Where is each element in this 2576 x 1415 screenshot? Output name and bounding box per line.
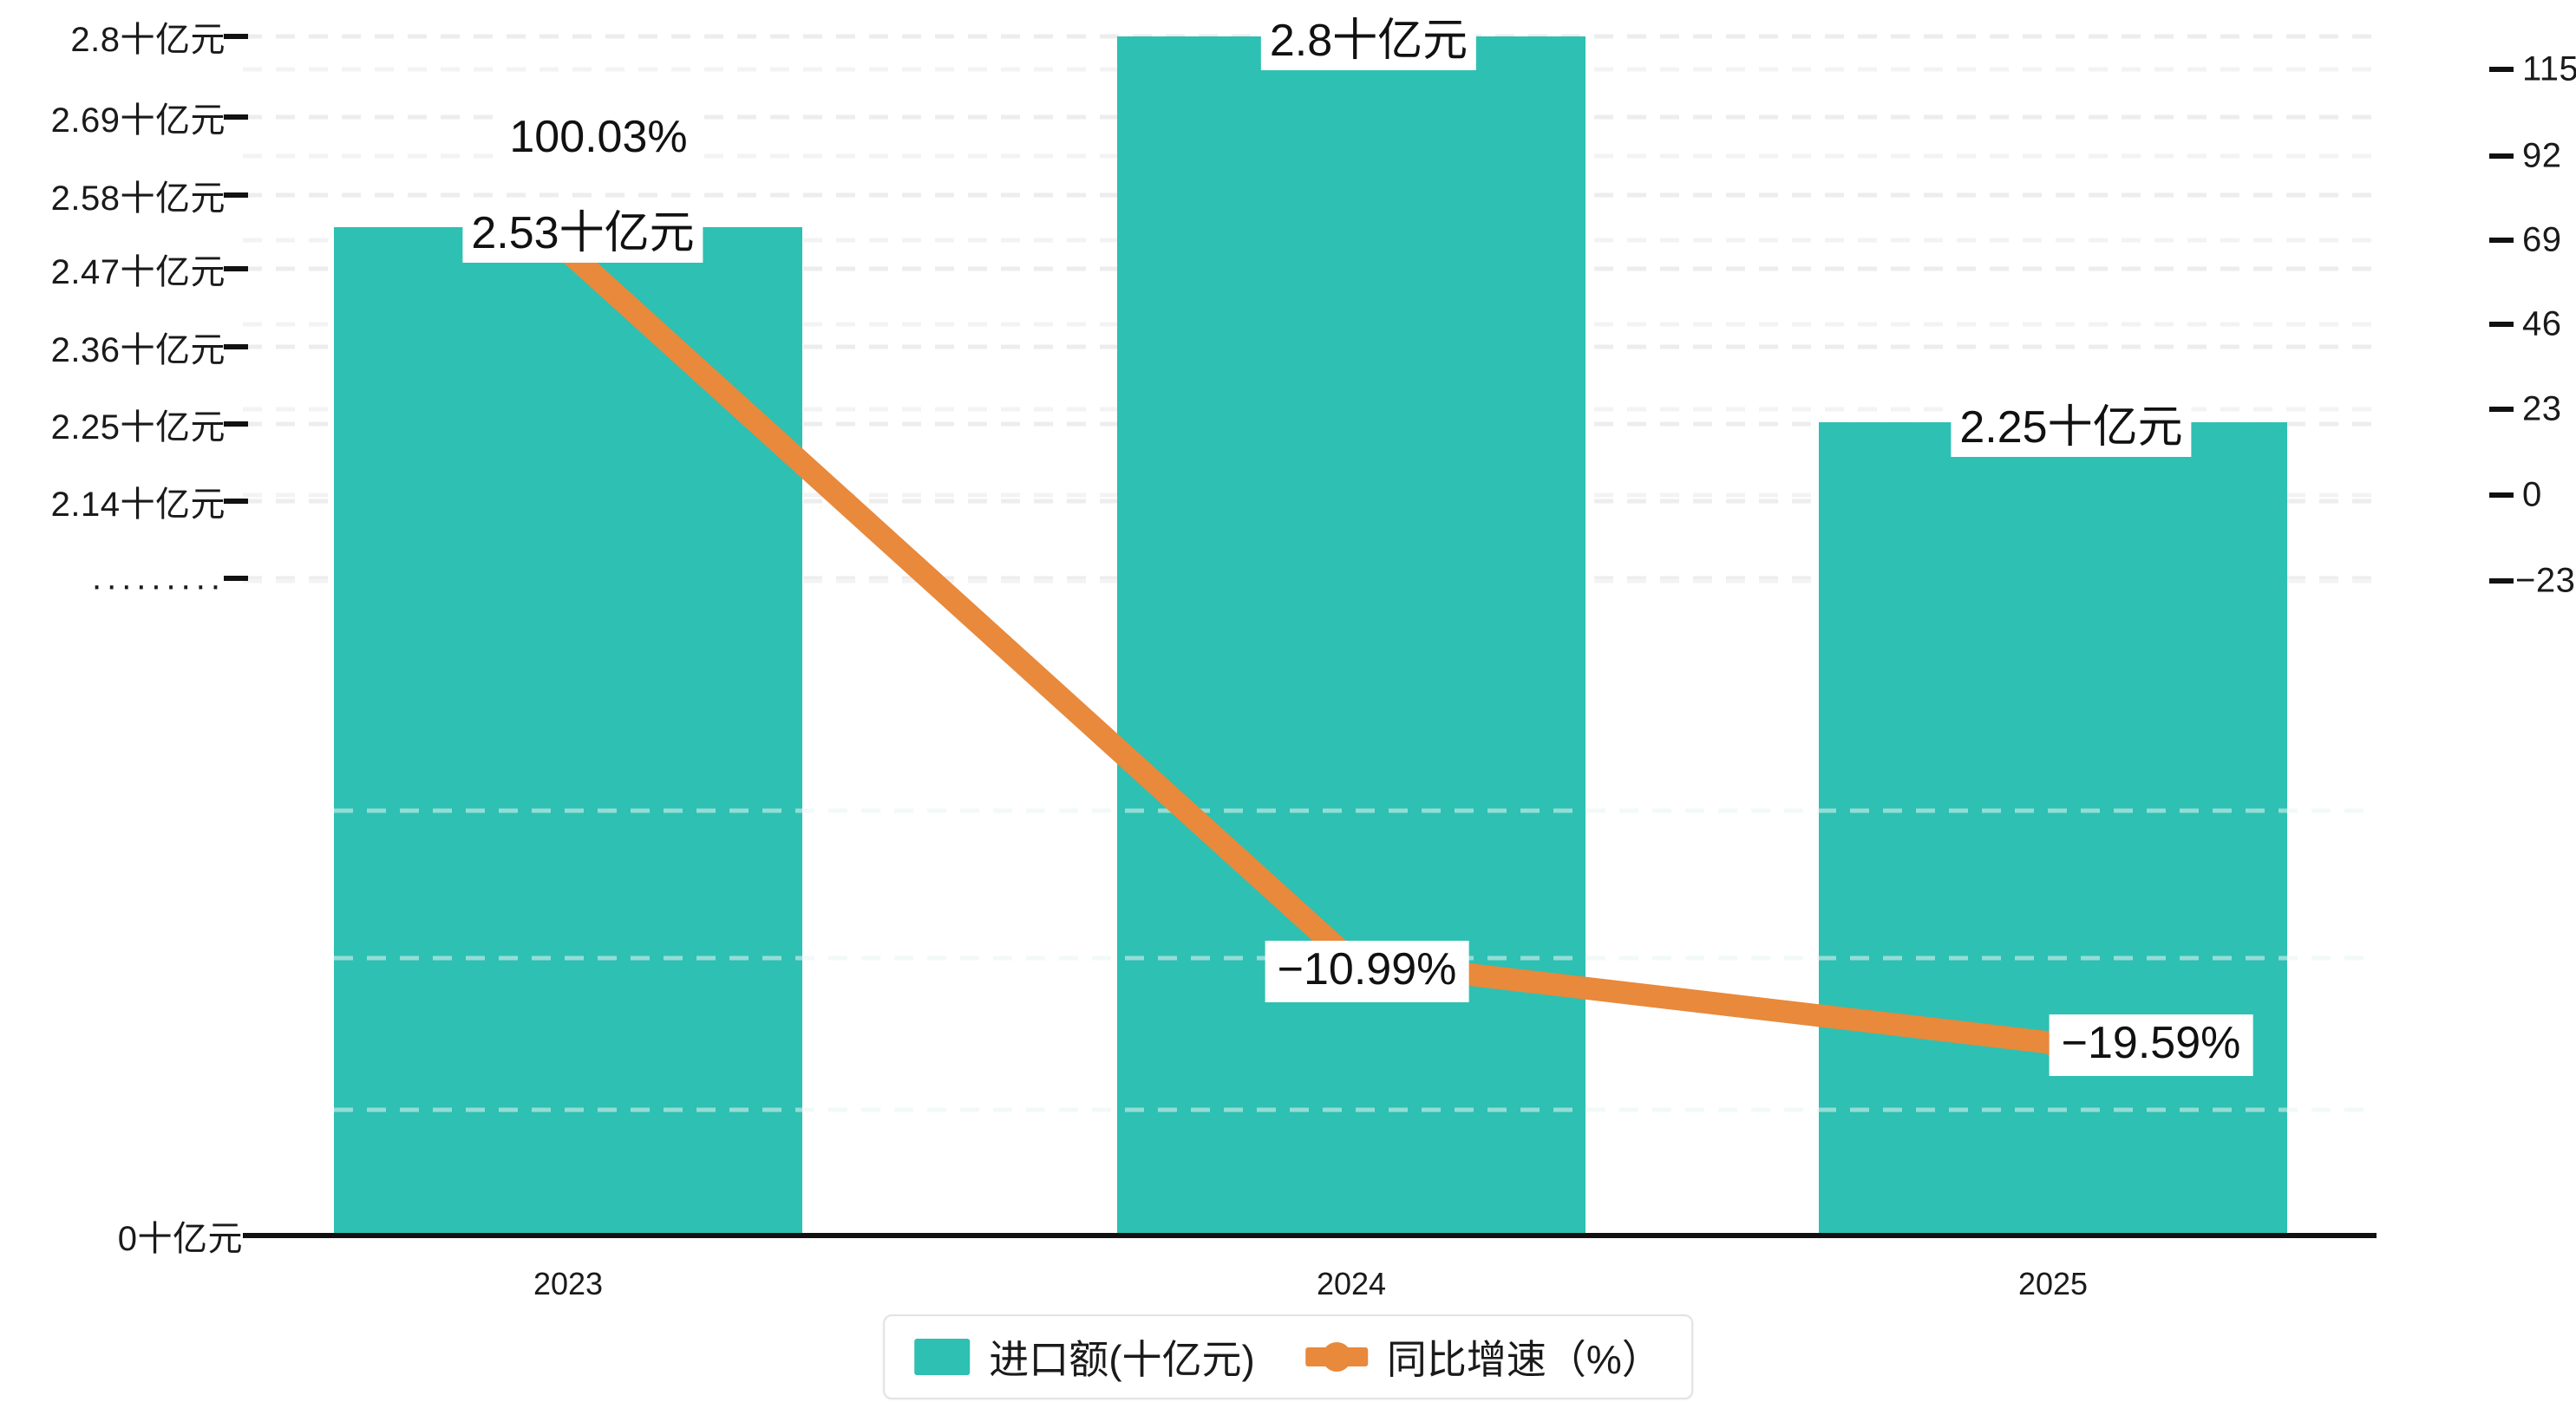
legend-item-import-value[interactable]: 进口额(十亿元): [914, 1328, 1255, 1386]
bar-value-label-2025: 2.25十亿元: [1951, 402, 2192, 457]
y-axis-left-tick-1: 2.69十亿元: [50, 101, 226, 140]
bar-2023: [334, 227, 802, 1236]
legend-label-growth-rate: 同比增速（%）: [1386, 1337, 1662, 1382]
y-axis-left-tick-7: .........: [91, 558, 226, 597]
legend-label-import-value: 进口额(十亿元): [989, 1337, 1255, 1382]
y-axis-right-tick-3: 46: [2522, 304, 2562, 343]
y-axis-right-tick-0: 115: [2522, 49, 2576, 88]
y-axis-left-tick-4: 2.36十亿元: [50, 331, 226, 369]
legend-bar-swatch-icon: [914, 1339, 971, 1375]
y-axis-right-tick-5: 0: [2522, 475, 2542, 514]
chart-legend[interactable]: 进口额(十亿元) 同比增速（%）: [883, 1314, 1693, 1399]
y-axis-left-tick-3: 2.47十亿元: [50, 253, 226, 291]
bar-series: [334, 36, 2287, 1236]
y-axis-left-tick-8: 0十亿元: [117, 1220, 243, 1258]
line-value-label-2025: −19.59%: [2049, 1014, 2253, 1076]
bar-value-label-2024: 2.8十亿元: [1260, 16, 1477, 70]
x-axis-tick-2025: 2025: [2017, 1266, 2089, 1301]
y-axis-right-tick-4: 23: [2522, 389, 2562, 428]
bar-2024: [1117, 36, 1585, 1236]
legend-line-swatch-icon: [1304, 1342, 1368, 1372]
line-value-label-2023: 100.03%: [497, 108, 700, 170]
legend-item-growth-rate[interactable]: 同比增速（%）: [1304, 1328, 1662, 1386]
y-axis-right-tick-6: −23: [2515, 561, 2576, 600]
y-axis-left-tick-2: 2.58十亿元: [50, 179, 226, 218]
left-tick-marks: [224, 34, 248, 581]
gridlines-over-bars: [334, 808, 2377, 1112]
right-tick-marks: [2489, 67, 2514, 584]
y-axis-left-tick-5: 2.25十亿元: [50, 408, 226, 447]
y-axis-left-tick-6: 2.14十亿元: [50, 486, 226, 524]
bar-value-label-2023: 2.53十亿元: [462, 208, 703, 263]
bar-2025: [1819, 422, 2287, 1236]
y-axis-right-tick-1: 92: [2522, 136, 2562, 175]
x-axis-tick-2023: 2023: [533, 1266, 604, 1301]
legend-line-dot-icon: [1321, 1342, 1351, 1372]
x-axis-tick-2024: 2024: [1316, 1266, 1387, 1301]
y-axis-left-tick-0: 2.8十亿元: [70, 21, 226, 59]
line-value-label-2024: −10.99%: [1265, 941, 1469, 1002]
y-axis-right-tick-2: 69: [2522, 220, 2562, 259]
